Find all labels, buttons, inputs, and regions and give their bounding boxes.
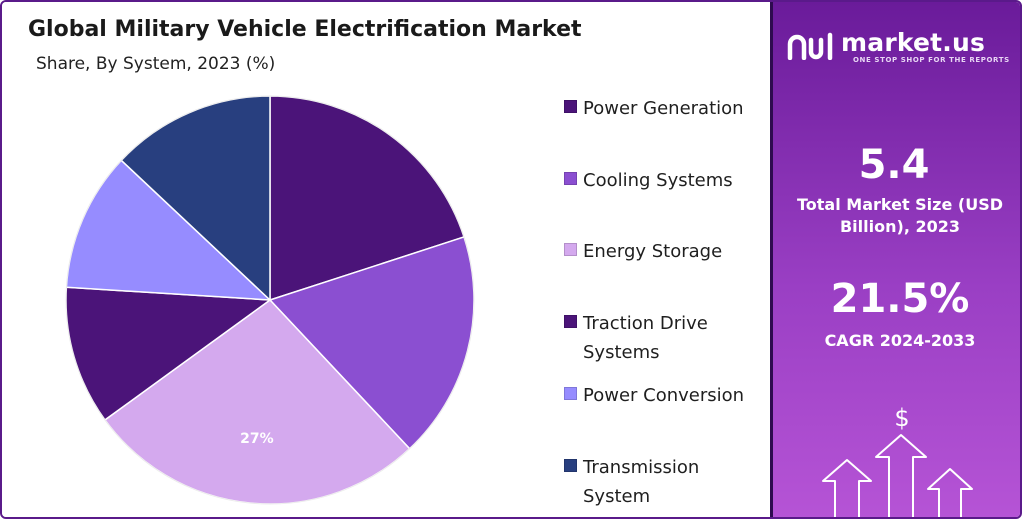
legend-label: Power Conversion [583,385,745,406]
legend-item-traction-drive-systems: Traction Drive Systems [564,309,733,367]
market-size-label: Total Market Size (USD Billion), 2023 [796,195,1004,236]
pie-slice-energy-storage [103,299,411,505]
market-us-logo: market.us ONE STOP SHOP FOR THE REPORTS [787,28,1017,70]
dollar-icon: $ [894,404,910,432]
legend-label: Cooling Systems [583,170,733,191]
growth-arrows-icon [822,434,973,517]
legend-item-power-generation: Power Generation [564,94,763,123]
legend-swatch [564,315,577,328]
summary-panel: market.us ONE STOP SHOP FOR THE REPORTS … [770,2,1020,517]
chart-legend: Power Generation Cooling Systems Energy … [564,88,764,508]
pie-outline [65,95,475,505]
logo-tagline: ONE STOP SHOP FOR THE REPORTS [853,56,1010,64]
legend-item-energy-storage: Energy Storage [564,237,763,266]
legend-swatch [564,172,577,185]
legend-swatch [564,387,577,400]
legend-item-transmission-system: Transmission System [564,453,723,511]
cagr-value: 21.5% [830,276,970,322]
legend-label: Traction Drive Systems [583,313,708,363]
legend-item-power-conversion: Power Conversion [564,381,763,410]
cagr-label: CAGR 2024-2033 [824,331,976,350]
legend-item-cooling-systems: Cooling Systems [564,166,763,195]
pie-chart: 27% [65,95,475,505]
pie-slice-transmission-system [120,95,271,302]
legend-swatch [564,100,577,113]
pie-data-label: 27% [240,431,274,447]
logo-text: market.us [841,28,986,57]
legend-swatch [564,243,577,256]
market-us-logo-icon [787,32,833,60]
legend-label: Transmission System [583,457,700,507]
chart-panel: Global Military Vehicle Electrification … [2,2,770,517]
pie-slice-traction-drive-systems [65,286,273,421]
pie-slice-cooling-systems [268,236,475,450]
legend-swatch [564,459,577,472]
market-size-value: 5.4 [858,142,930,188]
chart-title: Global Military Vehicle Electrification … [28,17,582,42]
pie-slice-power-conversion [65,159,273,301]
legend-label: Power Generation [583,98,744,119]
pie-slice-power-generation [269,95,465,302]
chart-subtitle: Share, By System, 2023 (%) [36,54,276,74]
legend-label: Energy Storage [583,241,723,262]
